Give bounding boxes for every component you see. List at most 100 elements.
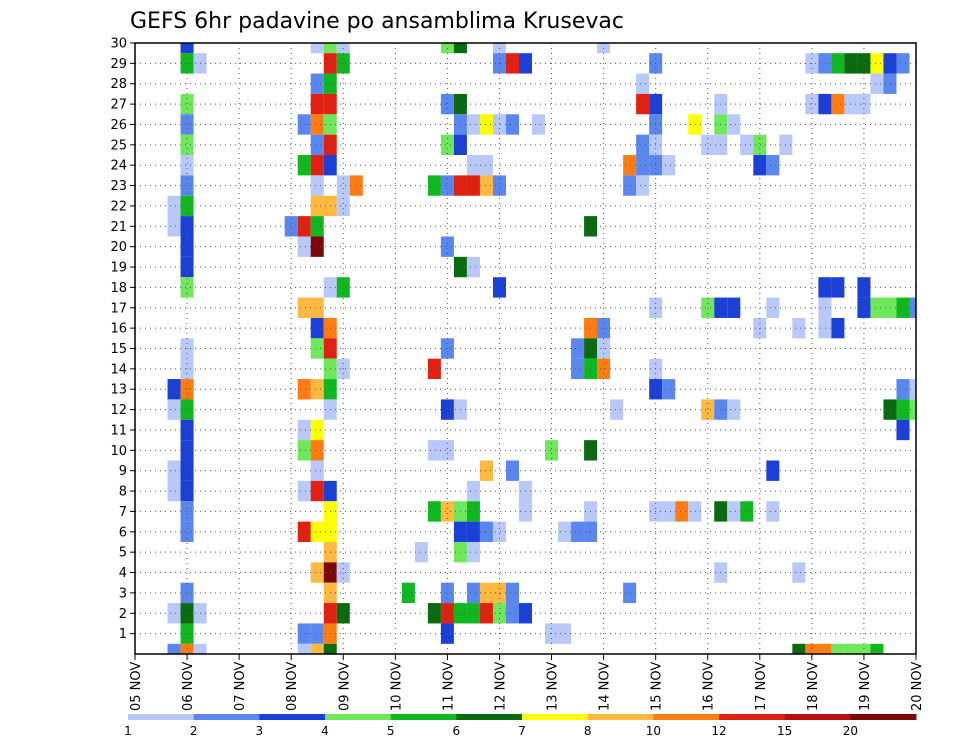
heatmap-cell [167, 195, 181, 217]
heatmap-cell [636, 175, 650, 196]
heatmap-cell [831, 277, 845, 298]
heatmap-cell [297, 297, 311, 318]
heatmap-cell [505, 582, 519, 604]
colorbar-swatch [325, 714, 392, 720]
y-tick-label: 4 [119, 566, 127, 581]
heatmap-cell [310, 216, 324, 237]
heatmap-cell [310, 480, 324, 502]
x-tick-label: 17 NOV [754, 662, 769, 711]
colorbar-label: 12 [711, 724, 726, 738]
y-tick-label: 3 [119, 586, 127, 601]
heatmap-cell [662, 155, 676, 176]
heatmap-cell [167, 399, 181, 420]
colorbar-legend: 1 2 3 4 5 6 7 8 10 12 15 20 [124, 714, 917, 738]
y-tick-label: 8 [119, 485, 127, 500]
heatmap-cell [466, 155, 480, 176]
heatmap-cell [180, 419, 194, 441]
heatmap-cell [740, 134, 754, 156]
heatmap-cell [284, 216, 298, 237]
heatmap-cell [753, 155, 767, 176]
heatmap-cell [896, 399, 910, 420]
heatmap-cell [505, 460, 519, 481]
heatmap-cell [427, 440, 441, 461]
heatmap-cell [167, 603, 181, 624]
heatmap-cell [896, 379, 910, 400]
heatmap-cell [727, 399, 741, 420]
heatmap-cell [297, 440, 311, 461]
heatmap-cell [297, 643, 311, 654]
heatmap-cell [831, 93, 845, 115]
heatmap-cell [310, 73, 324, 94]
heatmap-cell [727, 297, 741, 318]
heatmap-cell [180, 460, 194, 481]
heatmap-cell [310, 419, 324, 441]
heatmap-cell [870, 73, 884, 94]
heatmap-cell [857, 297, 871, 318]
x-tick-label: 10 NOV [389, 662, 404, 711]
heatmap-cell [883, 53, 897, 74]
heatmap-cells [167, 43, 916, 654]
y-tick-label: 17 [110, 301, 127, 316]
heatmap-cell [297, 155, 311, 176]
heatmap-cell [466, 541, 480, 563]
heatmap-cell [831, 643, 845, 654]
heatmap-cell [466, 582, 480, 604]
heatmap-cell [427, 175, 441, 196]
x-axis-ticks: 05 NOV 06 NOV 07 NOV 08 NOV 09 NOV 10 NOV 11 N… [129, 654, 925, 711]
heatmap-cell [662, 379, 676, 400]
x-tick-label: 16 NOV [702, 662, 717, 711]
heatmap-cell [701, 399, 715, 420]
heatmap-cell [610, 399, 624, 420]
heatmap-cell [883, 73, 897, 94]
heatmap-cell [466, 603, 480, 624]
heatmap-cell [440, 175, 454, 196]
y-tick-label: 22 [110, 199, 127, 214]
x-tick-label: 18 NOV [806, 662, 821, 711]
y-tick-label: 1 [119, 627, 127, 642]
heatmap-cell [167, 643, 181, 654]
x-tick-label: 14 NOV [598, 662, 613, 711]
heatmap-cell [688, 501, 702, 522]
heatmap-cell [297, 379, 311, 400]
x-tick-label: 15 NOV [650, 662, 665, 711]
heatmap-cell [193, 643, 207, 654]
heatmap-cell [479, 175, 493, 196]
heatmap-cell [818, 643, 832, 654]
heatmap-cell [479, 155, 493, 176]
y-tick-label: 24 [110, 159, 127, 174]
heatmap-cell [180, 134, 194, 156]
y-tick-label: 20 [110, 240, 127, 255]
y-tick-label: 14 [110, 362, 127, 377]
colorbar-swatch [522, 714, 589, 720]
heatmap-cell [792, 562, 806, 583]
y-tick-label: 5 [119, 546, 127, 561]
y-tick-label: 28 [110, 77, 127, 92]
heatmap-cell [427, 603, 441, 624]
y-axis-ticks: 1234567891011121314151617181920212223242… [110, 37, 135, 642]
heatmap-cell [766, 155, 780, 176]
colorbar-label: 7 [518, 724, 526, 738]
colorbar-swatch [653, 714, 720, 720]
x-tick-label: 13 NOV [546, 662, 561, 711]
colorbar-swatch [128, 714, 195, 720]
y-tick-label: 19 [110, 261, 127, 276]
heatmap-cell [792, 643, 806, 654]
y-tick-label: 12 [110, 403, 127, 418]
heatmap-cell [857, 277, 871, 298]
heatmap-cell [180, 195, 194, 217]
x-tick-label: 09 NOV [337, 662, 352, 711]
heatmap-cell [571, 521, 585, 542]
heatmap-cell [440, 582, 454, 604]
heatmap-cell [818, 317, 832, 339]
heatmap-cell [310, 43, 324, 54]
y-tick-label: 23 [110, 179, 127, 194]
y-tick-label: 10 [110, 444, 127, 459]
heatmap-cell [492, 175, 506, 196]
heatmap-cell [701, 134, 715, 156]
colorbar-label: 8 [584, 724, 592, 738]
heatmap-cell [310, 297, 324, 318]
heatmap-cell [662, 501, 676, 522]
heatmap-cell [818, 53, 832, 74]
heatmap-cell [310, 562, 324, 583]
heatmap-cell [466, 114, 480, 135]
